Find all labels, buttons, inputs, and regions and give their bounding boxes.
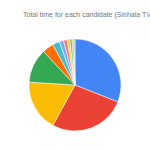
svg-text:Total time for each candidate: Total time for each candidate (Sinhala T… <box>23 11 150 19</box>
